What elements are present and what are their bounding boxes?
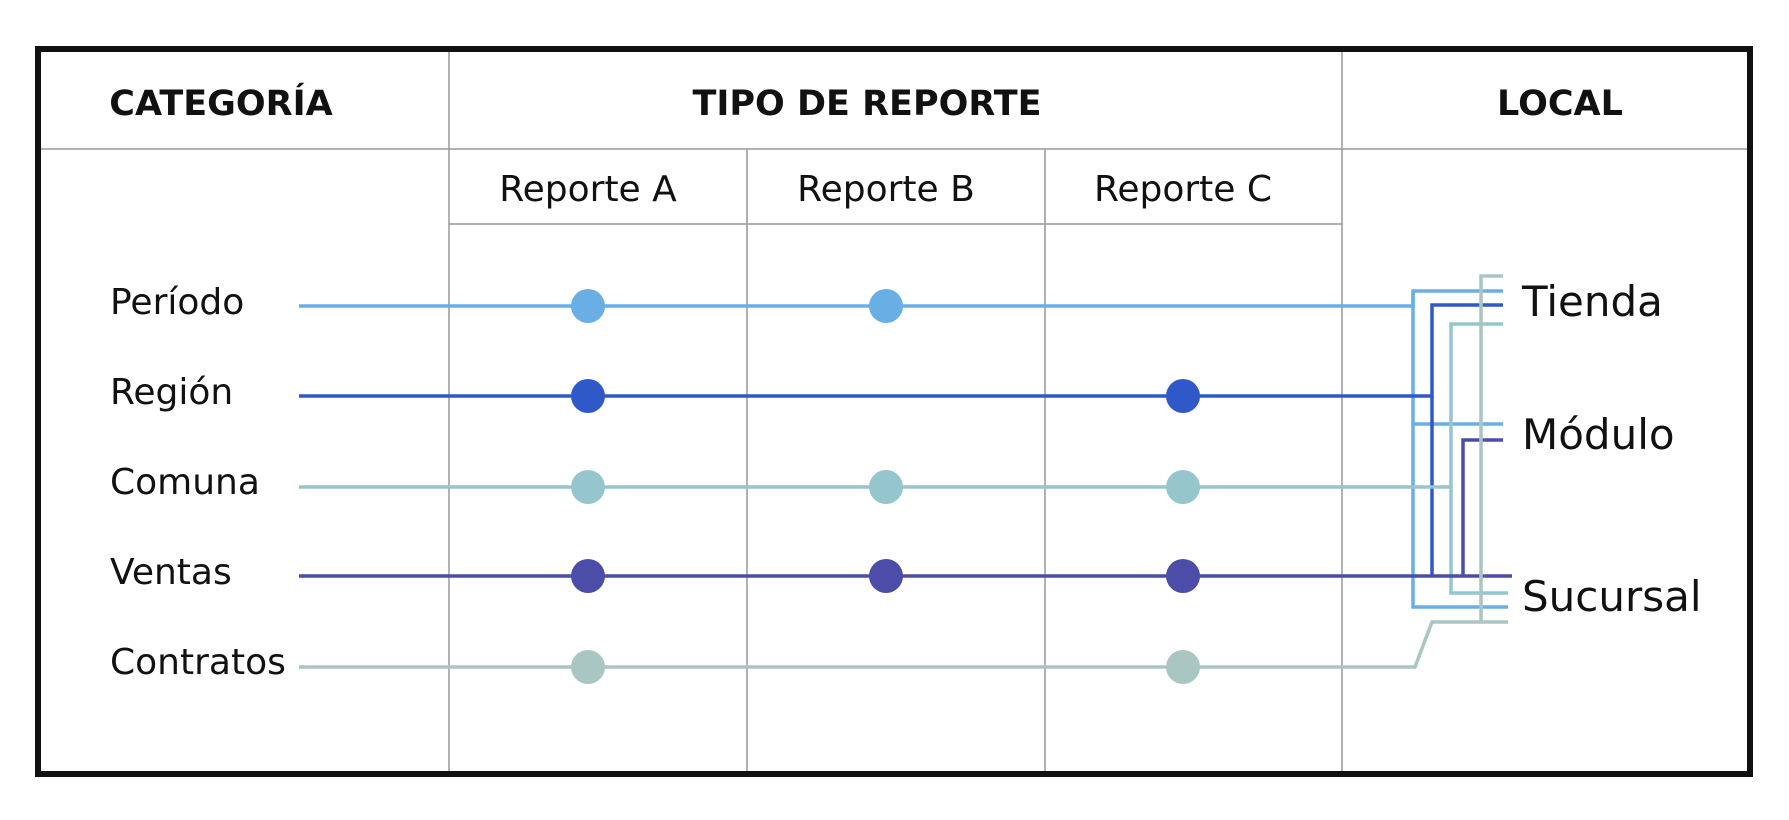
local-label-modulo: Módulo [1522,410,1675,459]
connector-region [1342,303,1503,398]
report-a-label: Reporte A [499,169,677,210]
connector-ventas-modulo [1461,438,1503,576]
dot-ventas-reporte-c [1166,559,1200,593]
local-label-sucursal: Sucursal [1522,572,1702,621]
dot-region-reporte-a [571,379,605,413]
dot-comuna-reporte-a [571,470,605,504]
category-label-contratos: Contratos [110,642,286,683]
dot-contratos-reporte-c [1166,650,1200,684]
dot-contratos-reporte-a [571,650,605,684]
dot-periodo-reporte-a [571,289,605,323]
header-category: CATEGORÍA [109,82,332,124]
outer-frame [35,46,1753,777]
dot-comuna-reporte-c [1166,470,1200,504]
connector-contratos [1342,620,1508,669]
table-grid [41,52,1747,771]
category-label-region: Región [110,372,233,413]
header-report-type: TIPO DE REPORTE [692,84,1041,124]
report-dots [571,289,1200,684]
report-b-label: Reporte B [797,169,975,210]
local-label-tienda: Tienda [1521,277,1663,326]
report-c-label: Reporte C [1094,169,1272,210]
dot-periodo-reporte-b [869,289,903,323]
category-label-periodo: Período [110,282,244,323]
local-connectors [1342,274,1512,669]
header-local: LOCAL [1497,84,1623,124]
category-label-comuna: Comuna [110,462,260,503]
category-label-ventas: Ventas [110,552,232,593]
connector-periodo-trunk [1411,291,1508,609]
dot-comuna-reporte-b [869,470,903,504]
connector-contratos-trunk [1479,274,1503,622]
dot-ventas-reporte-b [869,559,903,593]
dot-region-reporte-c [1166,379,1200,413]
dot-ventas-reporte-a [571,559,605,593]
